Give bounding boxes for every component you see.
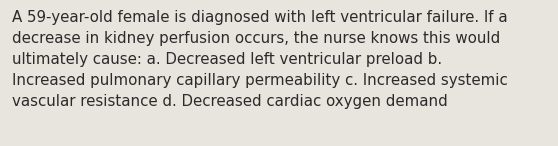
Text: A 59-year-old female is diagnosed with left ventricular failure. If a
decrease i: A 59-year-old female is diagnosed with l… [12,10,508,109]
